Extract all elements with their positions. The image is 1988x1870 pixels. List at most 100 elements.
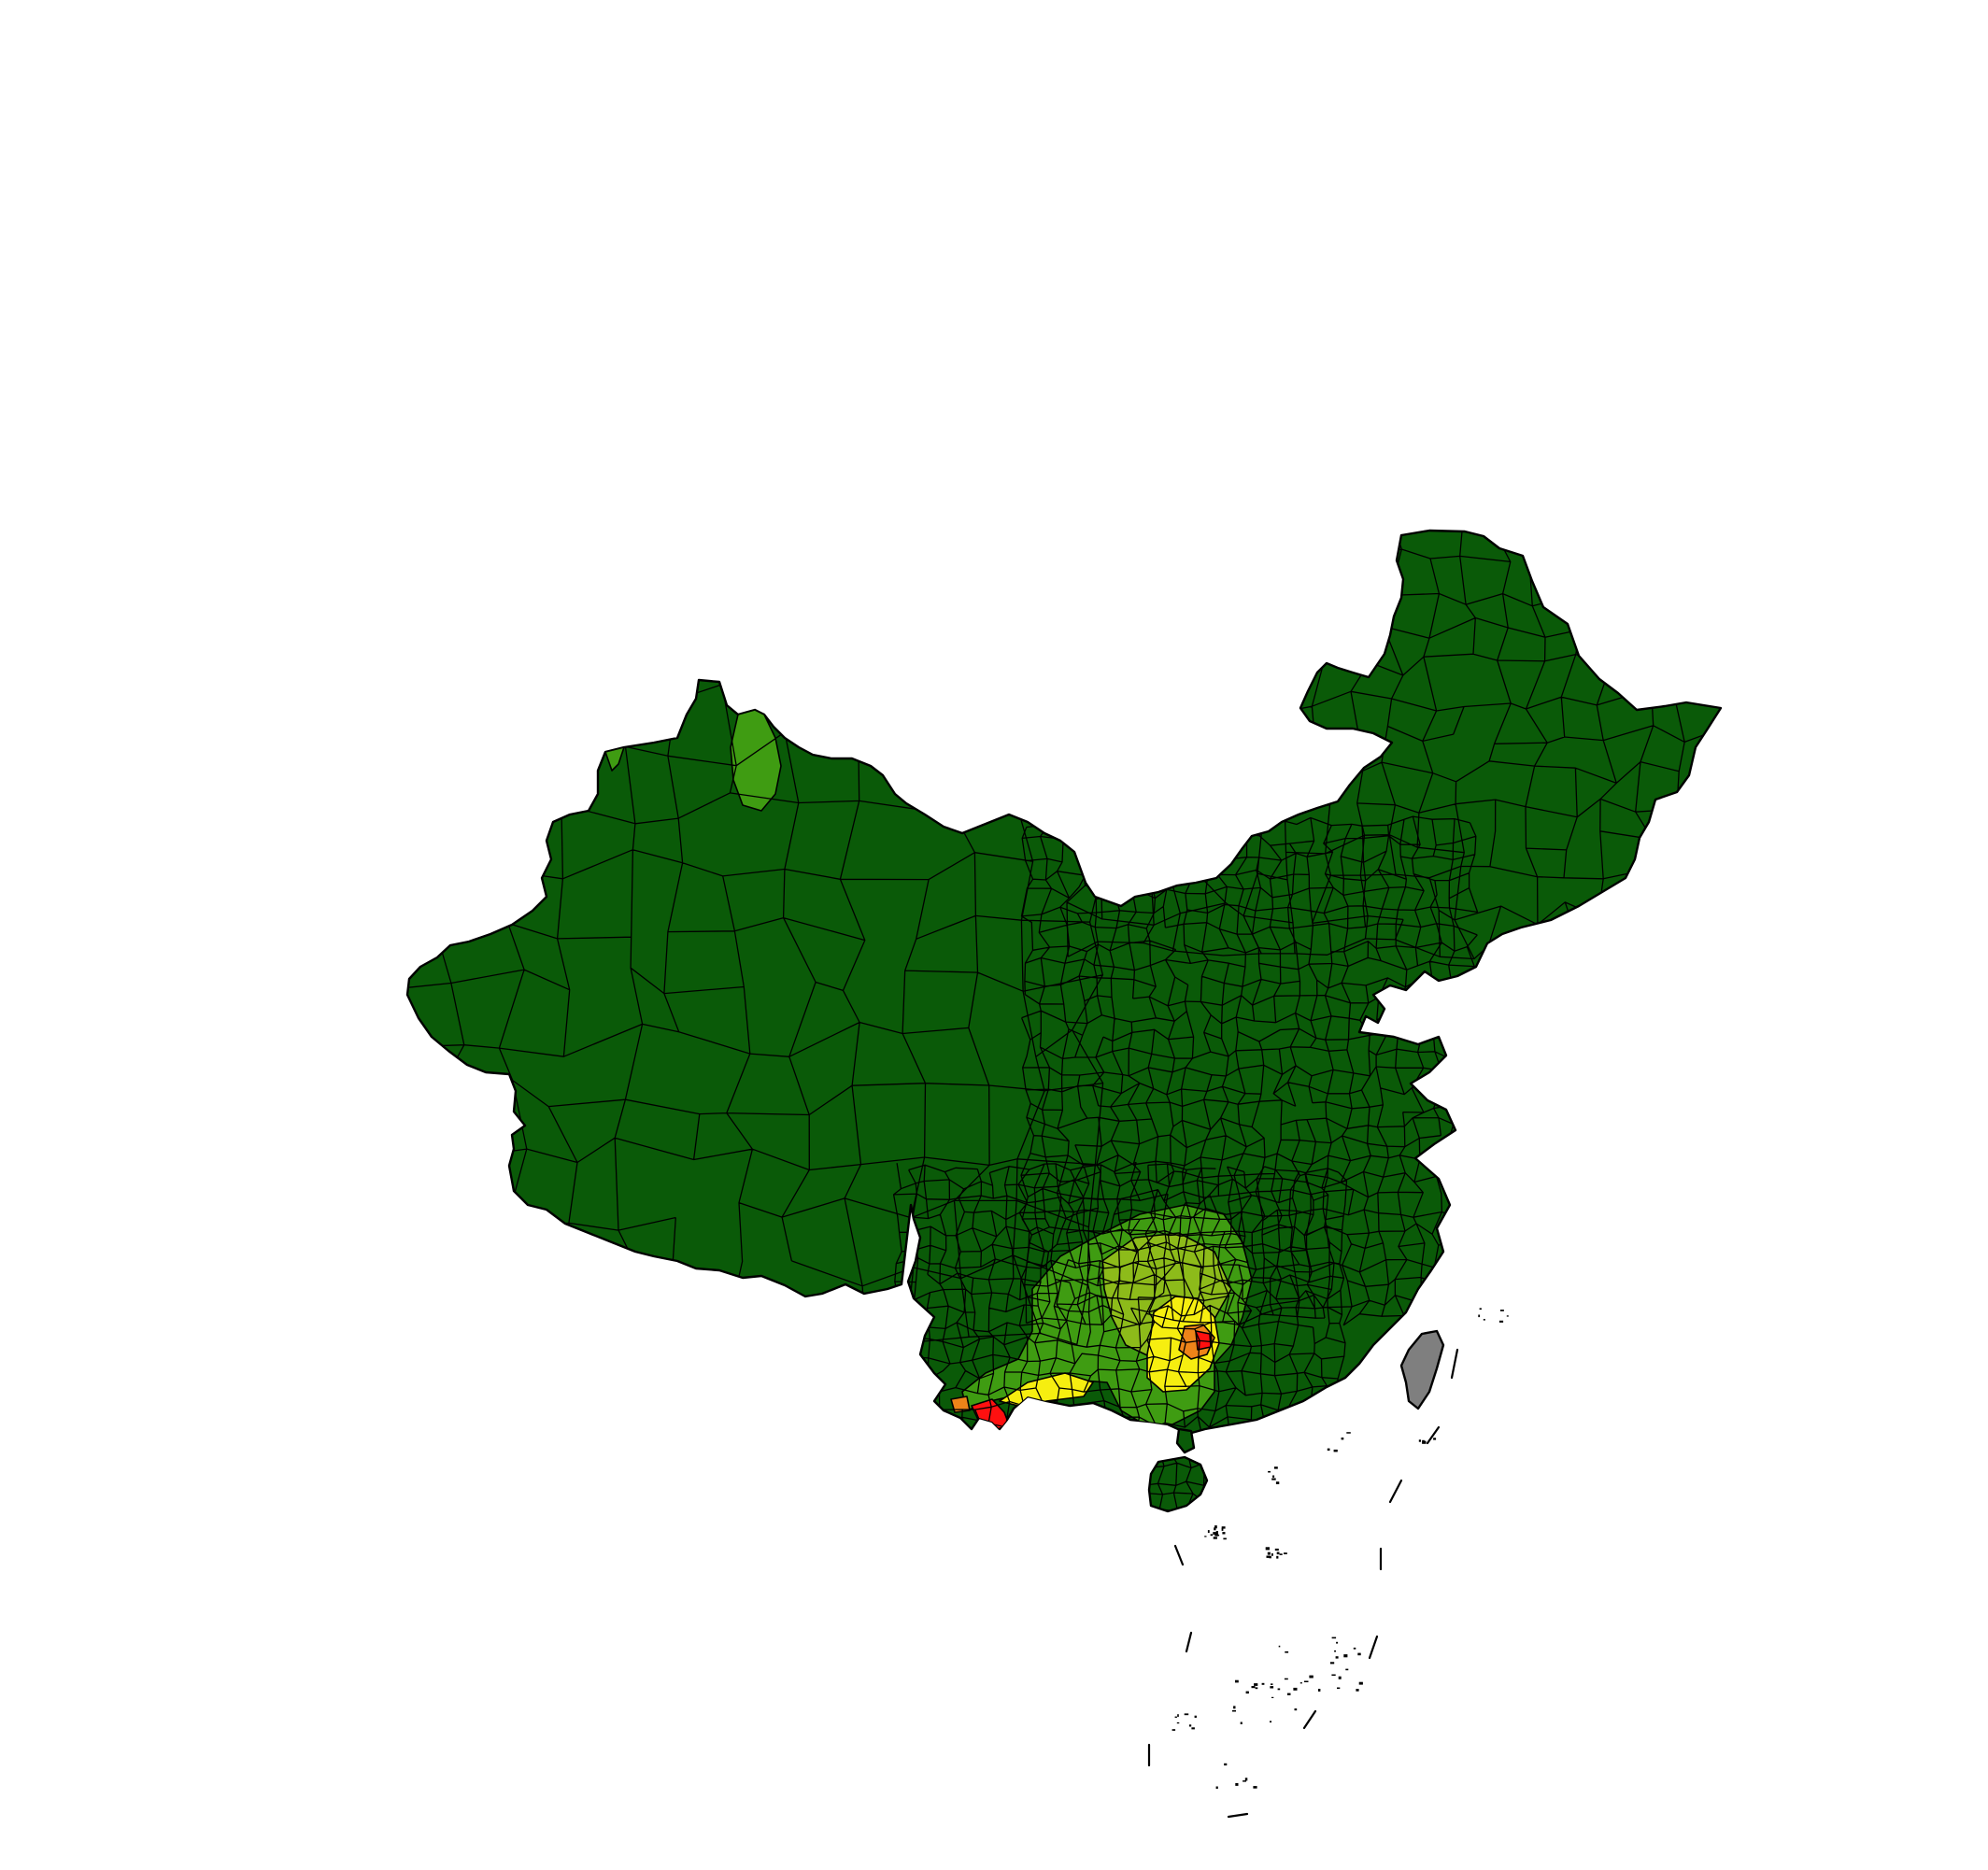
islet-2-21	[1337, 1687, 1341, 1690]
islet-9-3	[1272, 1475, 1275, 1478]
islet-4-2	[1174, 1716, 1177, 1718]
islet-2-1	[1338, 1676, 1342, 1679]
islet-9-2	[1273, 1466, 1278, 1469]
islet-2-13	[1353, 1647, 1356, 1650]
islet-6-0	[1506, 1315, 1509, 1317]
islet-2-4	[1334, 1650, 1336, 1652]
islet-1-4	[1267, 1551, 1271, 1555]
islet-1-0	[1266, 1555, 1271, 1558]
leizhou-tip	[1175, 1427, 1196, 1454]
islet-0-3	[1215, 1531, 1218, 1535]
islet-3-2	[1251, 1686, 1256, 1689]
islet-0-7	[1207, 1530, 1210, 1534]
islet-2-5	[1329, 1662, 1335, 1665]
islet-3-11	[1271, 1696, 1274, 1698]
islet-5-4	[1215, 1786, 1218, 1790]
islet-0-13	[1221, 1527, 1224, 1531]
islet-4-4	[1188, 1724, 1192, 1727]
islet-6-1	[1479, 1308, 1482, 1310]
islet-3-3	[1270, 1686, 1274, 1689]
islet-9-4	[1271, 1478, 1276, 1480]
islet-2-20	[1284, 1678, 1288, 1680]
islet-0-2	[1216, 1534, 1220, 1537]
islet-0-8	[1222, 1532, 1226, 1535]
islet-1-6	[1271, 1553, 1273, 1556]
islet-1-9	[1276, 1555, 1279, 1559]
offshore-islets	[1172, 1308, 1509, 1790]
islet-2-16	[1331, 1636, 1337, 1639]
islet-3-9	[1240, 1721, 1242, 1724]
islet-5-5	[1224, 1763, 1228, 1766]
islet-4-3	[1172, 1729, 1176, 1731]
islet-3-12	[1255, 1687, 1258, 1690]
islet-1-1	[1284, 1552, 1287, 1554]
islet-3-4	[1270, 1721, 1272, 1723]
islet-9-1	[1275, 1481, 1280, 1484]
islet-8-1	[1327, 1448, 1330, 1451]
mainland-detail	[407, 531, 1721, 1434]
islet-0-4	[1213, 1537, 1217, 1539]
islet-1-3	[1269, 1555, 1271, 1559]
islet-5-2	[1244, 1778, 1248, 1781]
islet-4-1	[1177, 1714, 1179, 1718]
islet-2-14	[1278, 1645, 1281, 1648]
islet-1-2	[1274, 1548, 1279, 1551]
islet-6-2	[1498, 1320, 1504, 1323]
islet-5-3	[1235, 1783, 1239, 1786]
islet-6-5	[1499, 1310, 1504, 1311]
islet-3-0	[1294, 1708, 1298, 1711]
islet-3-1	[1261, 1682, 1265, 1685]
islet-3-7	[1293, 1687, 1298, 1691]
islet-8-3	[1341, 1438, 1344, 1440]
islet-0-0	[1214, 1527, 1216, 1531]
offshore-boundary-dashes	[1147, 1348, 1459, 1819]
islet-8-0	[1333, 1449, 1338, 1452]
islet-2-7	[1318, 1689, 1321, 1692]
region-orange-border	[950, 1395, 971, 1413]
islet-0-11	[1221, 1526, 1226, 1529]
islet-4-6	[1191, 1727, 1195, 1730]
islet-0-6	[1214, 1525, 1217, 1529]
islet-9-0	[1268, 1470, 1271, 1473]
islet-3-14	[1286, 1693, 1291, 1695]
islet-2-10	[1331, 1674, 1336, 1676]
islet-4-5	[1176, 1721, 1180, 1724]
islet-2-6	[1335, 1656, 1339, 1659]
islet-2-2	[1343, 1654, 1348, 1658]
islet-2-17	[1345, 1668, 1349, 1671]
islet-5-0	[1253, 1786, 1257, 1789]
islet-0-12	[1223, 1537, 1227, 1540]
islet-3-6	[1254, 1683, 1258, 1686]
islet-2-18	[1357, 1652, 1361, 1656]
islet-7-0	[1418, 1439, 1421, 1442]
islet-2-15	[1277, 1688, 1281, 1691]
islet-3-8	[1232, 1709, 1236, 1712]
islet-3-13	[1245, 1691, 1249, 1694]
islet-2-12	[1285, 1650, 1289, 1653]
islet-7-1	[1422, 1439, 1425, 1442]
islet-1-8	[1265, 1547, 1270, 1551]
islet-2-11	[1309, 1675, 1314, 1679]
islet-1-7	[1276, 1551, 1280, 1555]
islet-6-4	[1478, 1314, 1481, 1318]
islet-2-8	[1358, 1681, 1363, 1685]
islet-4-7	[1194, 1715, 1197, 1719]
islet-4-0	[1184, 1713, 1189, 1716]
islet-5-1	[1242, 1780, 1246, 1782]
islet-2-19	[1304, 1680, 1309, 1682]
islet-6-3	[1483, 1319, 1485, 1321]
taiwan-region	[1399, 1329, 1445, 1410]
islet-0-10	[1210, 1534, 1214, 1537]
islet-2-3	[1336, 1641, 1339, 1644]
islet-2-9	[1299, 1682, 1302, 1684]
islet-8-2	[1346, 1432, 1351, 1434]
islet-1-5	[1279, 1553, 1283, 1555]
islet-3-5	[1235, 1679, 1239, 1683]
islet-3-15	[1233, 1706, 1236, 1709]
islet-3-10	[1271, 1683, 1273, 1685]
county-mesh-south	[892, 1161, 1348, 1434]
islet-7-3	[1422, 1440, 1427, 1444]
region-light-green-north-b	[604, 746, 625, 772]
